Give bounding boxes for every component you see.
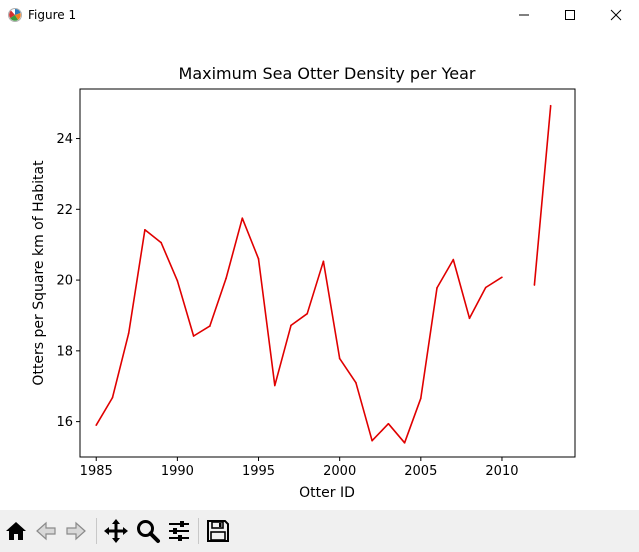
figure-canvas[interactable]: Maximum Sea Otter Density per Year 1985 1… bbox=[0, 30, 639, 510]
navigation-toolbar bbox=[0, 510, 639, 552]
x-axis-label: Otter ID bbox=[299, 485, 355, 501]
data-point bbox=[549, 104, 552, 107]
data-point bbox=[241, 217, 244, 219]
data-point bbox=[225, 277, 227, 280]
x-tick-label: 1995 bbox=[242, 464, 275, 479]
series-layer bbox=[95, 104, 552, 444]
data-point bbox=[257, 258, 260, 260]
y-tick-label: 20 bbox=[56, 274, 73, 289]
data-point bbox=[468, 317, 471, 320]
close-icon bbox=[610, 9, 622, 21]
axes-frame bbox=[79, 88, 576, 458]
data-point bbox=[322, 260, 325, 263]
pan-button[interactable] bbox=[101, 516, 131, 546]
data-point bbox=[111, 396, 114, 399]
data-point bbox=[484, 286, 487, 289]
x-tick-label: 2010 bbox=[485, 464, 518, 479]
configure-icon bbox=[169, 521, 189, 541]
app-icon bbox=[8, 8, 22, 22]
data-point bbox=[420, 397, 422, 400]
x-axis-ticks: 1985 1990 1995 2000 2005 2010 bbox=[80, 457, 519, 479]
data-point bbox=[338, 357, 341, 360]
series-line-segment bbox=[533, 105, 552, 286]
data-point bbox=[452, 258, 455, 261]
data-point bbox=[387, 422, 390, 425]
forward-button[interactable] bbox=[61, 516, 91, 546]
home-button[interactable] bbox=[1, 516, 31, 546]
chart-title: Maximum Sea Otter Density per Year bbox=[179, 64, 476, 83]
data-point bbox=[355, 381, 357, 384]
zoom-icon bbox=[137, 520, 160, 543]
configure-subplots-button[interactable] bbox=[164, 516, 194, 546]
data-point bbox=[403, 442, 406, 444]
data-point bbox=[436, 287, 438, 289]
data-point bbox=[144, 229, 146, 231]
zoom-button[interactable] bbox=[133, 516, 163, 546]
series-line-segment bbox=[95, 217, 503, 444]
x-tick-label: 2000 bbox=[323, 464, 356, 479]
pan-icon bbox=[104, 519, 128, 543]
y-tick-label: 18 bbox=[56, 344, 73, 359]
y-tick-label: 22 bbox=[56, 203, 73, 218]
data-point bbox=[192, 335, 195, 337]
data-point bbox=[160, 241, 162, 244]
data-point bbox=[501, 276, 503, 279]
close-button[interactable] bbox=[593, 0, 639, 30]
home-icon bbox=[6, 522, 26, 540]
y-axis-ticks: 16 18 20 22 24 bbox=[56, 132, 80, 430]
save-button[interactable] bbox=[203, 516, 233, 546]
data-point bbox=[290, 324, 292, 327]
toolbar-separator bbox=[198, 518, 199, 544]
back-icon bbox=[36, 521, 56, 541]
toolbar-separator bbox=[96, 518, 97, 544]
x-tick-label: 1990 bbox=[161, 464, 194, 479]
window-titlebar: Figure 1 bbox=[0, 0, 639, 30]
data-point bbox=[127, 332, 130, 334]
x-tick-label: 2005 bbox=[404, 464, 437, 479]
y-tick-label: 16 bbox=[56, 415, 73, 430]
back-button[interactable] bbox=[31, 516, 61, 546]
line-chart: Maximum Sea Otter Density per Year 1985 1… bbox=[31, 64, 576, 501]
minimize-button[interactable] bbox=[501, 0, 547, 30]
y-axis-label: Otters per Square km of Habitat bbox=[31, 160, 47, 386]
data-point bbox=[533, 284, 536, 286]
data-point bbox=[209, 325, 211, 327]
data-point bbox=[273, 384, 276, 387]
data-point bbox=[95, 424, 98, 426]
x-tick-label: 1985 bbox=[80, 464, 113, 479]
forward-icon bbox=[66, 521, 86, 541]
data-point bbox=[371, 439, 373, 442]
maximize-button[interactable] bbox=[547, 0, 593, 30]
data-point bbox=[306, 312, 309, 315]
minimize-icon bbox=[519, 14, 529, 16]
y-tick-label: 24 bbox=[56, 132, 73, 147]
maximize-icon bbox=[565, 10, 575, 20]
data-point bbox=[176, 279, 179, 282]
save-icon bbox=[207, 520, 229, 542]
window-title: Figure 1 bbox=[28, 8, 77, 22]
